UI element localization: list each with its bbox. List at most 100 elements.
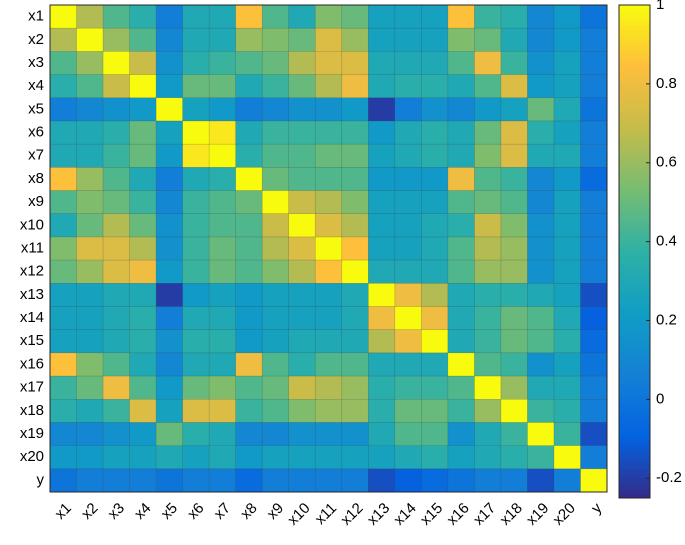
heatmap-cell bbox=[315, 236, 343, 261]
heatmap-cell bbox=[209, 260, 236, 284]
heatmap-cell bbox=[235, 445, 263, 470]
heatmap-cell bbox=[394, 28, 422, 52]
heatmap-cell bbox=[341, 445, 369, 470]
heatmap-cell bbox=[129, 74, 157, 99]
colorbar-segment bbox=[619, 157, 650, 162]
colorbar-segment bbox=[619, 288, 650, 294]
heatmap-cell bbox=[182, 167, 210, 191]
colorbar-segment bbox=[619, 276, 650, 281]
heatmap-cell bbox=[368, 352, 396, 377]
heatmap-cell bbox=[315, 144, 343, 168]
heatmap-cell bbox=[341, 51, 369, 75]
colorbar-segment bbox=[619, 428, 650, 433]
heatmap-cell bbox=[182, 468, 210, 493]
heatmap-cell bbox=[341, 97, 369, 122]
heatmap-cell bbox=[553, 236, 581, 261]
heatmap-cell bbox=[527, 283, 555, 307]
colorbar-segment bbox=[619, 424, 650, 429]
heatmap-cell bbox=[50, 74, 77, 99]
colorbar-segment bbox=[619, 337, 650, 343]
heatmap-cell bbox=[580, 28, 608, 52]
colorbar-segment bbox=[619, 210, 650, 216]
heatmap-cell bbox=[288, 283, 316, 307]
heatmap-cell bbox=[553, 120, 581, 145]
x-tick-label: y bbox=[588, 499, 606, 517]
heatmap-cell bbox=[76, 5, 104, 29]
heatmap-cell bbox=[421, 120, 449, 145]
x-tick-label: x4 bbox=[131, 500, 154, 523]
heatmap-cell bbox=[394, 74, 422, 99]
colorbar-segment bbox=[619, 177, 650, 183]
heatmap-cell bbox=[421, 213, 449, 238]
heatmap-cell bbox=[500, 260, 528, 284]
heatmap-cell bbox=[288, 352, 316, 377]
heatmap-cell bbox=[527, 306, 555, 330]
y-tick-label: x7 bbox=[28, 147, 44, 164]
heatmap-cell bbox=[474, 51, 502, 75]
heatmap-cell bbox=[500, 376, 528, 400]
colorbar-segment bbox=[619, 83, 650, 88]
heatmap-cell bbox=[182, 422, 210, 446]
heatmap-cell bbox=[315, 468, 343, 493]
colorbar-segment bbox=[619, 218, 650, 224]
x-tick-label: x18 bbox=[497, 500, 526, 529]
colorbar-segment bbox=[619, 9, 650, 14]
heatmap-cell bbox=[368, 97, 396, 122]
heatmap-cell bbox=[474, 5, 502, 29]
heatmap-cell bbox=[341, 5, 369, 29]
heatmap-cell bbox=[156, 445, 183, 470]
heatmap-cell bbox=[156, 329, 183, 354]
heatmap-cell bbox=[315, 329, 343, 354]
colorbar-segment bbox=[619, 403, 650, 409]
heatmap-cell bbox=[209, 144, 236, 168]
x-tick-label: x1 bbox=[52, 500, 75, 523]
colorbar-tick-label: 0 bbox=[656, 390, 664, 407]
heatmap-cell bbox=[50, 97, 77, 122]
heatmap-cell bbox=[447, 376, 475, 400]
heatmap-cell bbox=[209, 376, 236, 400]
heatmap-cell bbox=[553, 51, 581, 75]
colorbar-segment bbox=[619, 485, 650, 491]
heatmap-cell bbox=[447, 213, 475, 238]
x-tick-label: x19 bbox=[523, 500, 552, 529]
heatmap-cell bbox=[288, 376, 316, 400]
heatmap-cell bbox=[76, 120, 104, 145]
heatmap-cell bbox=[368, 144, 396, 168]
colorbar-segment bbox=[619, 235, 650, 240]
colorbar-segment bbox=[619, 128, 650, 133]
colorbar-segment bbox=[619, 473, 650, 478]
colorbar-segment bbox=[619, 103, 650, 109]
heatmap-cell bbox=[235, 144, 263, 168]
heatmap-cell bbox=[129, 28, 157, 52]
heatmap-cell bbox=[209, 51, 236, 75]
colorbar-segment bbox=[619, 255, 650, 261]
heatmap-cell bbox=[315, 213, 343, 238]
heatmap-cell bbox=[235, 120, 263, 145]
heatmap-cell bbox=[527, 352, 555, 377]
heatmap-cell bbox=[262, 213, 290, 238]
x-tick-label: x10 bbox=[284, 500, 313, 529]
colorbar-segment bbox=[619, 366, 650, 372]
heatmap-cell bbox=[500, 445, 528, 470]
heatmap-cell bbox=[76, 306, 104, 330]
heatmap-cell bbox=[447, 445, 475, 470]
heatmap-cell bbox=[209, 399, 236, 423]
heatmap-cell bbox=[474, 97, 502, 122]
heatmap-cell bbox=[103, 399, 130, 423]
heatmap-cell bbox=[76, 28, 104, 52]
heatmap-cell bbox=[580, 167, 608, 191]
heatmap-cell bbox=[421, 468, 449, 493]
heatmap-cell bbox=[500, 51, 528, 75]
heatmap-cell bbox=[315, 120, 343, 145]
heatmap-cell bbox=[394, 283, 422, 307]
heatmap-cell bbox=[103, 74, 130, 99]
heatmap-cell bbox=[500, 283, 528, 307]
heatmap-cell bbox=[368, 399, 396, 423]
x-tick-label: x8 bbox=[237, 500, 260, 523]
heatmap-cell bbox=[262, 468, 290, 493]
heatmap-cell bbox=[341, 306, 369, 330]
heatmap-cell bbox=[262, 190, 290, 215]
colorbar-segment bbox=[619, 333, 650, 339]
heatmap-cell bbox=[262, 51, 290, 75]
heatmap-cell bbox=[129, 329, 157, 354]
